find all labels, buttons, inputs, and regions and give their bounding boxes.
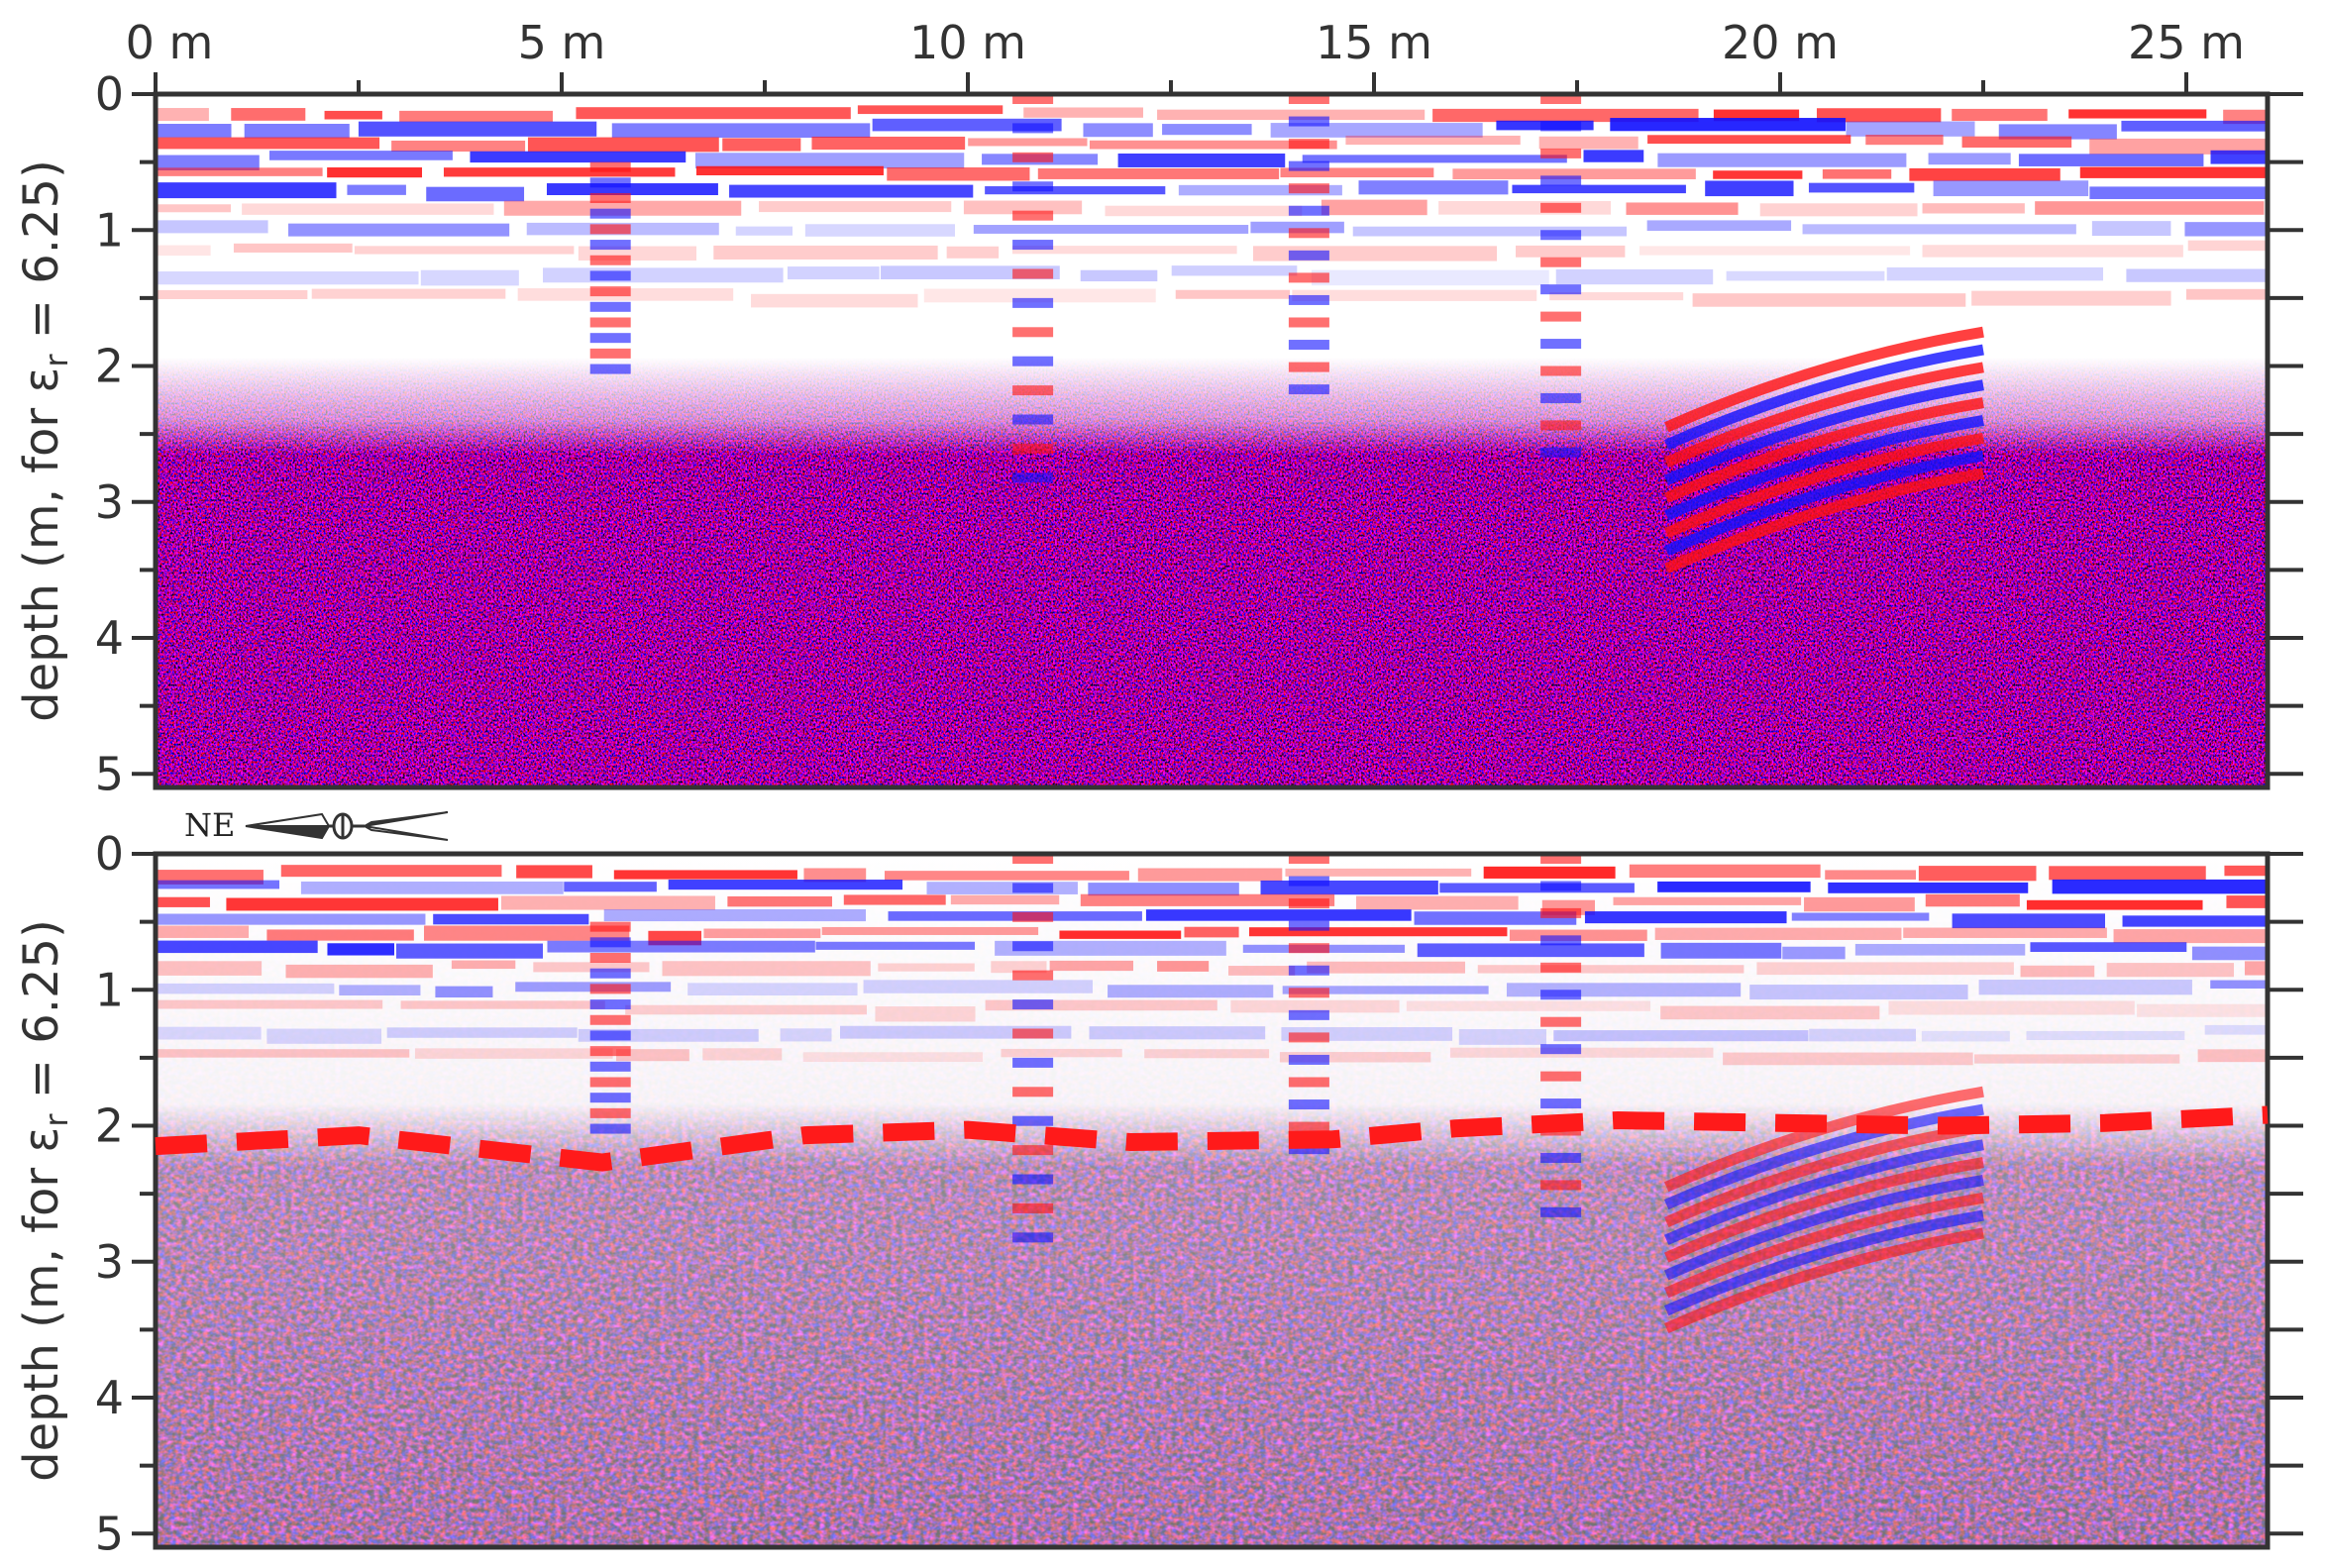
plot-frame (153, 91, 2271, 790)
y-tick-label: 2 (95, 1099, 124, 1153)
x-tick-label: 20 m (1722, 16, 1839, 69)
y-tick-label: 0 (95, 67, 124, 121)
plot-frame (153, 851, 2271, 1550)
y-tick-label: 5 (95, 747, 124, 800)
y-axis: 0 1 2 3 4 5 depth (m, for εr = 6.25) (14, 67, 2303, 800)
y-tick-label: 2 (95, 340, 124, 393)
y-tick-label: 5 (95, 1507, 124, 1560)
y-axis: 0 1 2 3 4 5 depth (m, for εr = 6.25) (14, 827, 2303, 1560)
compass: NE (184, 806, 449, 844)
x-tick-label: 5 m (518, 16, 606, 69)
top-radargram-panel: 0 1 2 3 4 5 depth (m, for εr = 6.25) 0 m 5 m 10 m… (14, 16, 2303, 800)
dipping-reflectors (1663, 1086, 1984, 1334)
x-tick-label: 0 m (126, 16, 214, 69)
y-tick-label: 4 (95, 611, 124, 665)
x-axis: 0 m 5 m 10 m 15 m 20 m 25 m (126, 16, 2245, 94)
north-arrow-icon (245, 811, 449, 841)
y-tick-label: 4 (95, 1371, 124, 1424)
x-tick-label: 25 m (2128, 16, 2245, 69)
y-tick-label: 3 (95, 475, 124, 529)
signal-fade (156, 854, 2268, 1547)
interpreted-horizon-line (155, 1105, 2269, 1172)
radargram-image (156, 94, 2268, 787)
y-tick-label: 1 (95, 963, 124, 1016)
y-tick-label: 1 (95, 203, 124, 257)
y-tick-label: 0 (95, 827, 124, 881)
signal-fade (156, 94, 2268, 787)
compass-label: NE (184, 806, 235, 844)
reflection-bands (156, 854, 2268, 1243)
dipping-reflectors (1663, 326, 1984, 575)
y-axis-title: depth (m, for εr = 6.25) (14, 159, 75, 722)
y-tick-label: 3 (95, 1235, 124, 1289)
reflection-bands (156, 94, 2268, 483)
radargram-image (156, 854, 2268, 1547)
bottom-radargram-panel: 0 1 2 3 4 5 depth (m, for εr = 6.25) (14, 827, 2303, 1560)
x-tick-label: 15 m (1316, 16, 1432, 69)
y-axis-title: depth (m, for εr = 6.25) (14, 919, 75, 1482)
x-tick-label: 10 m (909, 16, 1026, 69)
